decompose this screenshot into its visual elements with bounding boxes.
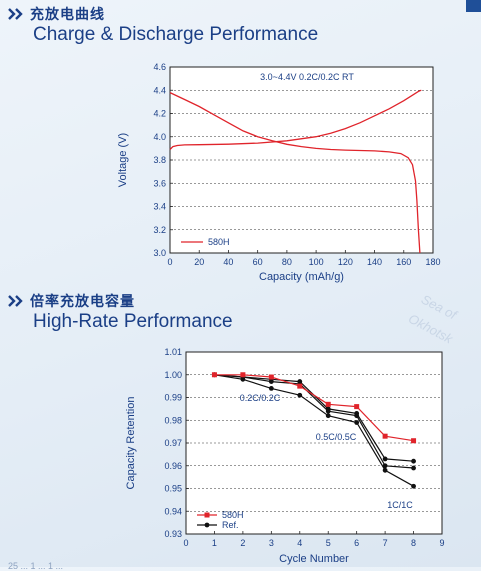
x-tick-label: 9 <box>439 538 444 548</box>
y-tick-label: 0.95 <box>164 484 182 494</box>
y-tick-label: 0.96 <box>164 461 182 471</box>
x-tick-label: 0 <box>183 538 188 548</box>
y-tick-label: 4.6 <box>153 62 166 72</box>
x-tick-label: 100 <box>309 257 324 267</box>
y-tick-label: 4.4 <box>153 85 166 95</box>
y-tick-label: 0.99 <box>164 393 182 403</box>
discharge-curve <box>169 92 421 254</box>
y-tick-label: 0.93 <box>164 529 182 539</box>
section-title-en: High-Rate Performance <box>33 311 233 332</box>
plot-border <box>169 66 434 254</box>
y-tick-label: 4.2 <box>153 109 166 119</box>
data-point-580h <box>268 374 274 380</box>
charge-discharge-chart: 3.0 3.2 3.4 3.6 3.8 4.0 4.2 4.4 4.6 0 20 40 60 80 100 1… <box>117 62 441 283</box>
y-axis-label: Capacity Retention <box>125 397 137 490</box>
y-tick-label: 3.2 <box>153 225 166 235</box>
x-tick-label: 140 <box>367 257 382 267</box>
y-tick-label: 0.97 <box>164 438 182 448</box>
y-tick-label: 1.00 <box>164 370 182 380</box>
rate-performance-chart: 0.93 0.94 0.95 0.96 0.97 0.98 0.99 1.00 1.01 0 1 2 3… <box>125 347 445 565</box>
y-tick-label: 3.0 <box>153 248 166 258</box>
charge-curve <box>169 89 422 150</box>
data-point-580h <box>354 404 360 410</box>
data-point-ref <box>411 483 416 489</box>
series-line-580h-0 <box>214 374 414 442</box>
x-tick-label: 60 <box>253 257 263 267</box>
x-tick-label: 3 <box>269 538 274 548</box>
data-point-ref <box>268 379 274 384</box>
footer-text: 25 ... 1 ... 1 ... <box>8 561 64 571</box>
data-point-ref <box>325 413 331 419</box>
plot-border <box>185 351 443 535</box>
double-chevron-icon <box>8 8 23 20</box>
data-point-ref <box>382 463 388 469</box>
data-point-ref <box>411 458 416 464</box>
watermark-map-label: Sea of Okhotsk <box>406 291 460 347</box>
data-point-580h <box>211 372 217 378</box>
legend-label-580h: 580H <box>208 237 230 247</box>
data-point-580h <box>325 401 331 407</box>
x-tick-label: 120 <box>338 257 353 267</box>
y-tick-label: 3.4 <box>153 202 166 212</box>
data-point-ref <box>382 467 388 473</box>
data-point-580h <box>297 383 303 389</box>
data-point-ref <box>354 420 360 425</box>
data-point-ref <box>240 376 246 382</box>
y-tick-label: 0.94 <box>164 506 182 516</box>
data-point-ref <box>354 413 360 419</box>
data-point-ref <box>297 392 303 398</box>
legend-label-ref: Ref. <box>222 520 239 530</box>
plot-area <box>170 67 433 253</box>
x-tick-label: 4 <box>297 538 302 548</box>
y-tick-label: 1.01 <box>164 347 182 357</box>
data-point-ref <box>325 408 331 414</box>
section-title-cn: 倍率充放电容量 <box>30 293 135 309</box>
x-axis-label: Capacity (mAh/g) <box>259 271 344 283</box>
data-point-580h <box>240 372 246 378</box>
x-axis-label: Cycle Number <box>279 553 349 565</box>
data-point-580h <box>411 438 417 444</box>
data-point-580h <box>382 433 388 439</box>
x-tick-label: 6 <box>354 538 359 548</box>
x-tick-label: 1 <box>212 538 217 548</box>
x-tick-label: 160 <box>396 257 411 267</box>
x-tick-label: 0 <box>167 257 172 267</box>
data-point-ref <box>411 465 416 471</box>
series-line-ref-2 <box>214 374 414 469</box>
x-tick-label: 80 <box>282 257 292 267</box>
legend-marker-ref <box>204 522 210 528</box>
x-tick-label: 40 <box>223 257 233 267</box>
x-tick-label: 8 <box>411 538 416 548</box>
section-title-en: Charge & Discharge Performance <box>33 24 319 45</box>
section-header-rate: 倍率充放电容量 High-Rate Performance <box>8 293 233 333</box>
double-chevron-icon <box>8 295 23 307</box>
chart-annotation: 1C/1C <box>387 500 413 510</box>
x-tick-label: 5 <box>326 538 331 548</box>
y-tick-label: 4.0 <box>153 132 166 142</box>
x-tick-label: 20 <box>194 257 204 267</box>
legend-label-580h: 580H <box>222 510 244 520</box>
chart-annotation: 0.5C/0.5C <box>316 432 357 442</box>
y-tick-label: 0.98 <box>164 415 182 425</box>
chart-annotation: 3.0~4.4V 0.2C/0.2C RT <box>260 72 354 82</box>
y-axis-label: Voltage (V) <box>117 133 129 187</box>
series-line-ref-3 <box>214 374 414 487</box>
corner-tab <box>466 0 481 12</box>
x-tick-label: 7 <box>383 538 388 548</box>
section-header-charge: 充放电曲线 Charge & Discharge Performance <box>8 6 318 46</box>
y-tick-label: 3.8 <box>153 155 166 165</box>
legend-marker-580h <box>204 512 210 518</box>
chart-annotation: 0.2C/0.2C <box>240 393 281 403</box>
data-point-ref <box>382 456 388 462</box>
data-point-ref <box>268 386 274 391</box>
y-tick-label: 3.6 <box>153 178 166 188</box>
section-title-cn: 充放电曲线 <box>30 6 105 22</box>
x-tick-label: 180 <box>425 257 440 267</box>
x-tick-label: 2 <box>240 538 245 548</box>
